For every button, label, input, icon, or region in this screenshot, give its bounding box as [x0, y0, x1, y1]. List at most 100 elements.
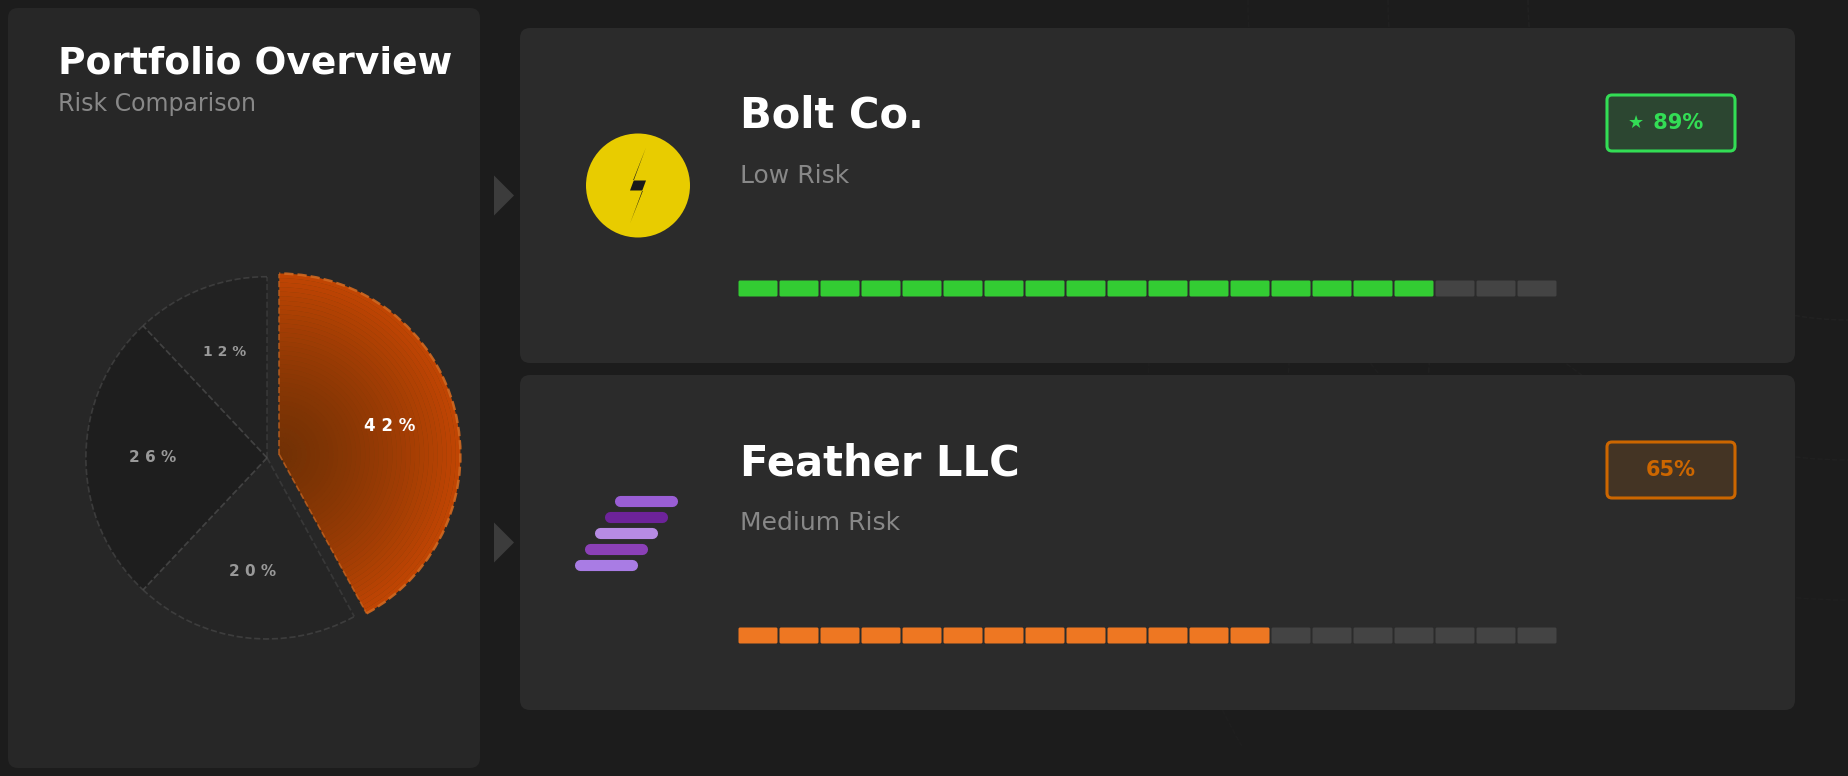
Wedge shape: [279, 441, 292, 466]
FancyBboxPatch shape: [1477, 280, 1515, 296]
Text: 1 2 %: 1 2 %: [203, 345, 246, 359]
FancyBboxPatch shape: [1190, 280, 1229, 296]
Wedge shape: [279, 282, 451, 605]
Wedge shape: [279, 405, 329, 498]
FancyBboxPatch shape: [1436, 280, 1475, 296]
FancyBboxPatch shape: [821, 628, 859, 643]
Wedge shape: [279, 364, 370, 534]
Text: Portfolio Overview: Portfolio Overview: [57, 46, 453, 82]
FancyBboxPatch shape: [944, 628, 983, 643]
Wedge shape: [279, 324, 410, 570]
FancyBboxPatch shape: [780, 628, 819, 643]
Wedge shape: [279, 301, 432, 590]
Wedge shape: [279, 337, 397, 558]
FancyBboxPatch shape: [1477, 628, 1515, 643]
FancyBboxPatch shape: [902, 280, 941, 296]
FancyBboxPatch shape: [519, 28, 1794, 363]
Wedge shape: [85, 326, 266, 590]
FancyBboxPatch shape: [519, 375, 1794, 710]
Wedge shape: [279, 383, 351, 518]
Text: 2 6 %: 2 6 %: [129, 450, 177, 466]
Wedge shape: [279, 287, 447, 601]
Wedge shape: [279, 414, 320, 490]
Wedge shape: [279, 355, 379, 542]
FancyBboxPatch shape: [821, 280, 859, 296]
FancyBboxPatch shape: [1436, 628, 1475, 643]
FancyBboxPatch shape: [985, 280, 1024, 296]
Wedge shape: [279, 314, 419, 577]
FancyBboxPatch shape: [1312, 280, 1351, 296]
Wedge shape: [279, 378, 357, 522]
Polygon shape: [493, 175, 514, 216]
Text: 65%: 65%: [1647, 460, 1696, 480]
Wedge shape: [279, 274, 460, 613]
Text: Low Risk: Low Risk: [739, 164, 850, 188]
Text: 4 2 %: 4 2 %: [364, 417, 416, 435]
FancyBboxPatch shape: [739, 628, 778, 643]
Wedge shape: [279, 346, 388, 550]
Wedge shape: [279, 450, 285, 459]
Polygon shape: [493, 522, 514, 563]
FancyBboxPatch shape: [985, 628, 1024, 643]
Wedge shape: [279, 310, 425, 582]
Wedge shape: [279, 332, 401, 562]
FancyBboxPatch shape: [1148, 280, 1188, 296]
Wedge shape: [279, 445, 288, 462]
FancyBboxPatch shape: [1026, 280, 1064, 296]
Wedge shape: [279, 278, 456, 609]
FancyBboxPatch shape: [1353, 628, 1393, 643]
FancyBboxPatch shape: [1353, 280, 1393, 296]
FancyBboxPatch shape: [7, 8, 480, 768]
Wedge shape: [279, 391, 342, 511]
Text: 2 0 %: 2 0 %: [229, 563, 277, 579]
Circle shape: [586, 133, 689, 237]
FancyBboxPatch shape: [1231, 628, 1270, 643]
Wedge shape: [279, 396, 338, 506]
Text: Risk Comparison: Risk Comparison: [57, 92, 257, 116]
FancyBboxPatch shape: [1608, 95, 1735, 151]
Wedge shape: [279, 418, 316, 487]
FancyBboxPatch shape: [1395, 280, 1434, 296]
FancyBboxPatch shape: [1517, 280, 1556, 296]
FancyBboxPatch shape: [944, 280, 983, 296]
Text: Feather LLC: Feather LLC: [739, 442, 1020, 484]
FancyBboxPatch shape: [861, 628, 900, 643]
FancyBboxPatch shape: [1271, 280, 1310, 296]
Wedge shape: [279, 351, 383, 546]
FancyBboxPatch shape: [1395, 628, 1434, 643]
Wedge shape: [279, 341, 392, 554]
FancyBboxPatch shape: [1107, 628, 1146, 643]
Polygon shape: [630, 147, 647, 223]
FancyBboxPatch shape: [1066, 280, 1105, 296]
FancyBboxPatch shape: [1066, 628, 1105, 643]
Wedge shape: [279, 359, 375, 538]
Wedge shape: [279, 410, 325, 494]
Text: Medium Risk: Medium Risk: [739, 511, 900, 535]
Wedge shape: [279, 400, 334, 502]
Wedge shape: [279, 305, 429, 586]
Text: ★: ★: [1628, 114, 1645, 132]
Wedge shape: [142, 277, 268, 458]
Wedge shape: [279, 386, 347, 514]
FancyBboxPatch shape: [1312, 628, 1351, 643]
FancyBboxPatch shape: [1231, 280, 1270, 296]
Wedge shape: [279, 274, 460, 613]
Wedge shape: [279, 432, 301, 475]
Wedge shape: [142, 458, 355, 639]
FancyBboxPatch shape: [1026, 628, 1064, 643]
FancyBboxPatch shape: [1148, 628, 1188, 643]
Wedge shape: [279, 373, 360, 526]
Wedge shape: [279, 428, 307, 479]
FancyBboxPatch shape: [861, 280, 900, 296]
FancyBboxPatch shape: [1190, 628, 1229, 643]
Wedge shape: [279, 328, 407, 566]
Wedge shape: [279, 319, 416, 573]
Wedge shape: [279, 437, 298, 470]
Wedge shape: [279, 292, 442, 598]
FancyBboxPatch shape: [1608, 442, 1735, 498]
FancyBboxPatch shape: [1517, 628, 1556, 643]
Wedge shape: [279, 296, 438, 594]
FancyBboxPatch shape: [1271, 628, 1310, 643]
Text: Bolt Co.: Bolt Co.: [739, 95, 924, 137]
FancyBboxPatch shape: [780, 280, 819, 296]
